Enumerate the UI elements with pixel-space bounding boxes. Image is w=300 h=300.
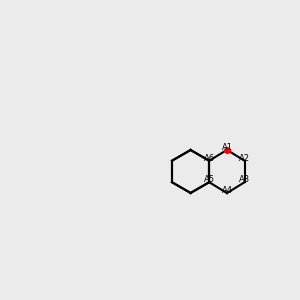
Text: A6: A6 bbox=[204, 154, 215, 163]
Text: A3: A3 bbox=[239, 175, 250, 184]
Text: A2: A2 bbox=[239, 154, 250, 163]
Text: A5: A5 bbox=[204, 175, 215, 184]
Text: A4: A4 bbox=[221, 186, 233, 195]
Text: A1: A1 bbox=[221, 143, 233, 152]
